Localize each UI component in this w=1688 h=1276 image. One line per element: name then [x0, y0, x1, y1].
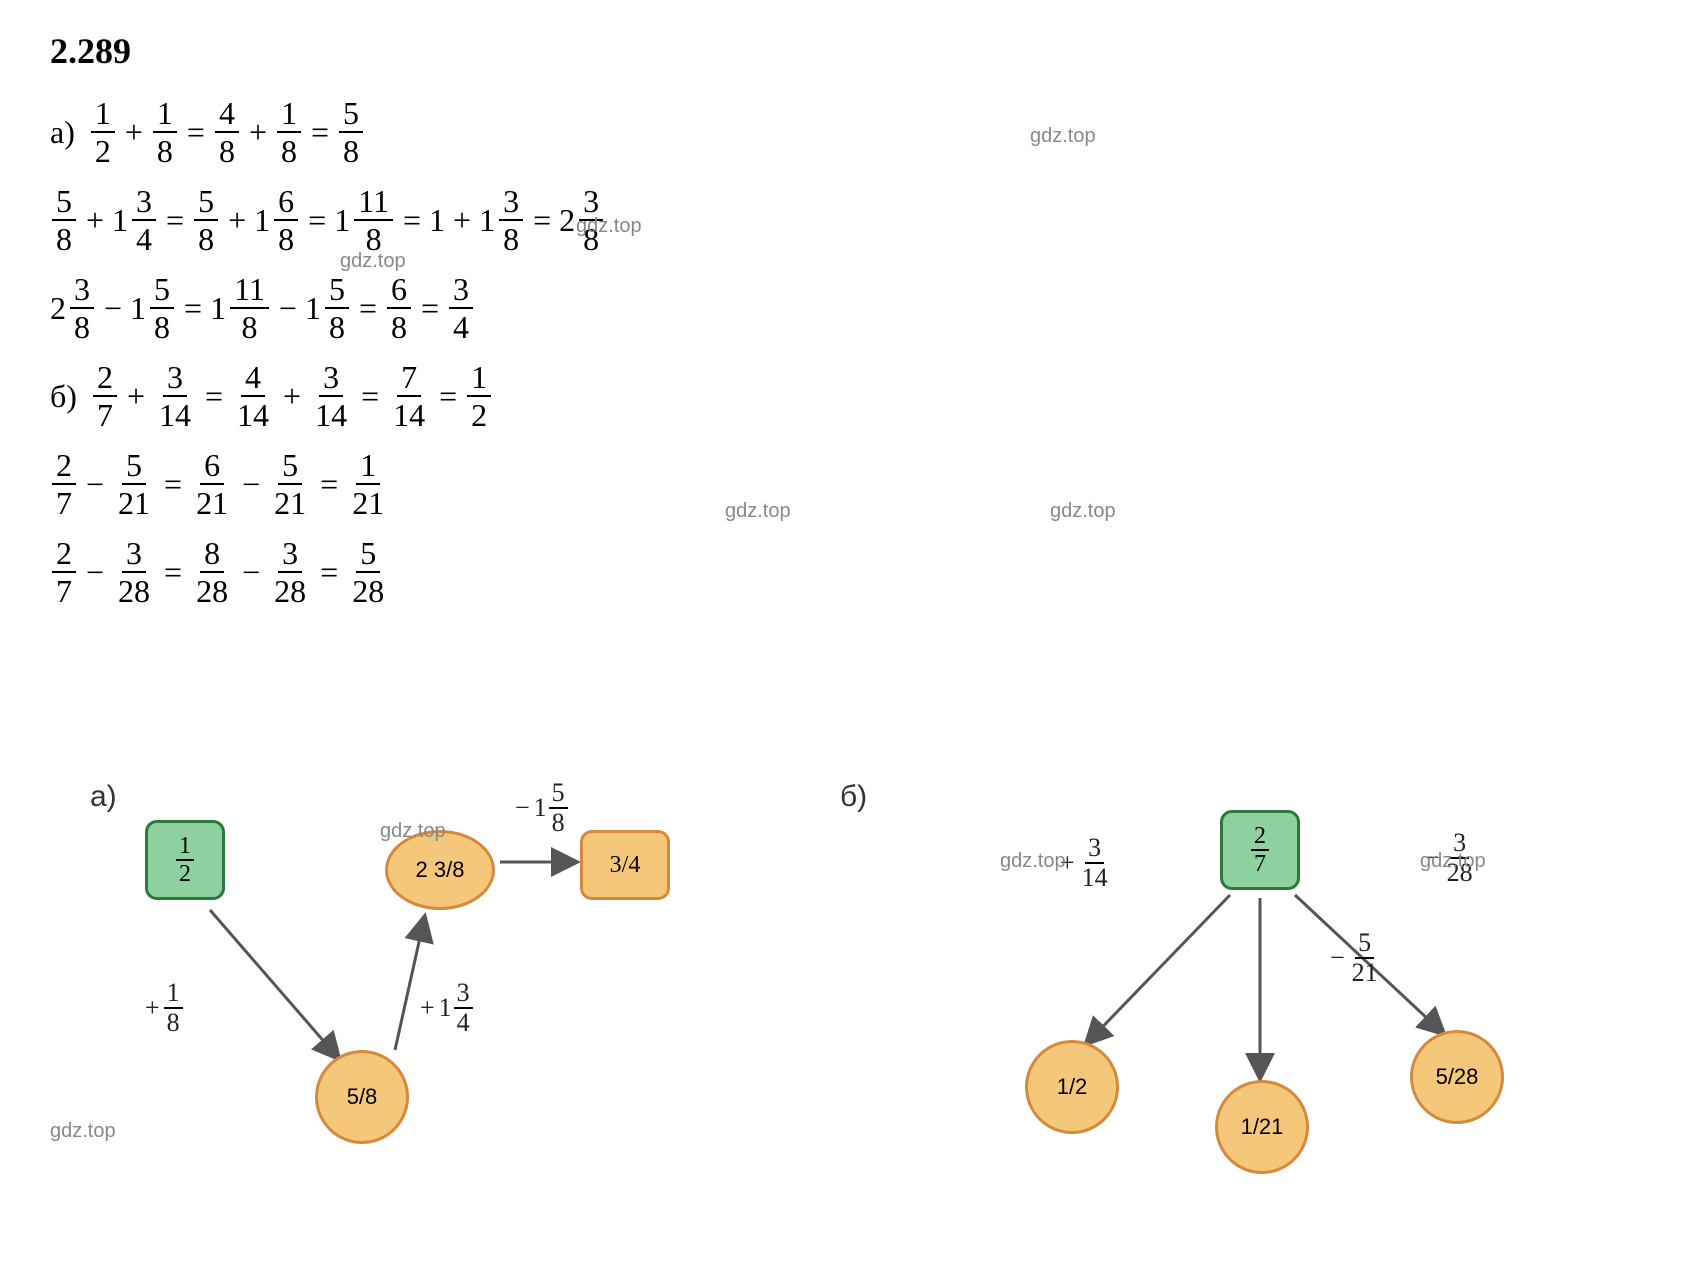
op: = [187, 114, 205, 151]
op: = [320, 466, 338, 503]
frac: 48 [215, 97, 239, 167]
frac: 27 [52, 449, 76, 519]
frac: 68 [387, 273, 411, 343]
frac: 58 [52, 185, 76, 255]
diagram-node: 12 [145, 820, 225, 900]
watermark: gdz.top [1050, 500, 1116, 523]
op: − [86, 466, 104, 503]
frac: 528 [348, 537, 388, 607]
diagram-node: 5/8 [315, 1050, 409, 1144]
frac: 414 [233, 361, 273, 431]
mixed: 168 [254, 185, 300, 255]
equation-b-3: 27 − 328 = 828 − 328 = 528 [50, 537, 1638, 607]
frac: 12 [91, 97, 115, 167]
edge-label: −521 [1330, 930, 1381, 986]
op: = [164, 554, 182, 591]
frac: 18 [153, 97, 177, 167]
op: + [283, 378, 301, 415]
mixed: 138 [479, 185, 525, 255]
op: = [308, 202, 326, 239]
op: − [242, 554, 260, 591]
op: + [453, 202, 471, 239]
op: + [86, 202, 104, 239]
op: = [533, 202, 551, 239]
mixed: 134 [112, 185, 158, 255]
frac: 714 [389, 361, 429, 431]
frac: 18 [277, 97, 301, 167]
diagram-node: 5/28 [1410, 1030, 1504, 1124]
diagram-node: 1/2 [1025, 1040, 1119, 1134]
frac: 12 [467, 361, 491, 431]
op: = [205, 378, 223, 415]
label-b: б) [50, 378, 77, 415]
op: = [166, 202, 184, 239]
watermark: gdz.top [340, 250, 406, 273]
op: = [361, 378, 379, 415]
op: + [125, 114, 143, 151]
op: = [311, 114, 329, 151]
op: + [249, 114, 267, 151]
frac: 58 [339, 97, 363, 167]
op: + [127, 378, 145, 415]
frac: 521 [114, 449, 154, 519]
op: + [228, 202, 246, 239]
op: − [242, 466, 260, 503]
op: = [184, 290, 202, 327]
equation-a-2: 58 + 134 = 58 + 168 = 1118 = 1 + 138 = 2… [50, 185, 1638, 255]
mixed: 1118 [210, 273, 271, 343]
num: 1 [429, 202, 445, 239]
op: − [279, 290, 297, 327]
watermark: gdz.top [1420, 850, 1486, 873]
mixed: 158 [305, 273, 351, 343]
mixed: 158 [130, 273, 176, 343]
op: − [86, 554, 104, 591]
equation-b-1: б) 27 + 314 = 414 + 314 = 714 = 12 [50, 361, 1638, 431]
op: = [164, 466, 182, 503]
diagram-node: 3/4 [580, 830, 670, 900]
watermark: gdz.top [725, 500, 791, 523]
edge-label: +134 [420, 980, 473, 1036]
frac: 58 [194, 185, 218, 255]
equation-b-2: 27 − 521 = 621 − 521 = 121 [50, 449, 1638, 519]
edge-label: −158 [515, 780, 568, 836]
edge-label: +18 [145, 980, 183, 1036]
frac: 27 [93, 361, 117, 431]
diagram-node: 1/21 [1215, 1080, 1309, 1174]
frac: 34 [449, 273, 473, 343]
edge-label: +314 [1060, 835, 1111, 891]
equation-a-1: а) 12 + 18 = 48 + 18 = 58 [50, 97, 1638, 167]
op: = [421, 290, 439, 327]
frac: 314 [311, 361, 351, 431]
op: = [403, 202, 421, 239]
problem-number: 2.289 [50, 30, 1638, 72]
frac: 314 [155, 361, 195, 431]
watermark: gdz.top [50, 1120, 116, 1143]
label-a: а) [50, 114, 75, 151]
op: = [439, 378, 457, 415]
frac: 328 [270, 537, 310, 607]
watermark: gdz.top [1000, 850, 1066, 873]
frac: 621 [192, 449, 232, 519]
op: = [320, 554, 338, 591]
frac: 328 [114, 537, 154, 607]
diagram-area: а) б) 125/82 3/83/4271/21/215/28 +18+134… [50, 770, 1638, 1250]
equation-a-3: 238 − 158 = 1118 − 158 = 68 = 34 [50, 273, 1638, 343]
frac: 121 [348, 449, 388, 519]
mixed: 238 [50, 273, 96, 343]
watermark: gdz.top [1030, 125, 1096, 148]
diagram-node: 27 [1220, 810, 1300, 890]
frac: 27 [52, 537, 76, 607]
op: = [359, 290, 377, 327]
mixed: 1118 [334, 185, 395, 255]
arrows-svg [50, 770, 1638, 1250]
watermark: gdz.top [576, 215, 642, 238]
watermark: gdz.top [380, 820, 446, 843]
frac: 828 [192, 537, 232, 607]
op: − [104, 290, 122, 327]
frac: 521 [270, 449, 310, 519]
